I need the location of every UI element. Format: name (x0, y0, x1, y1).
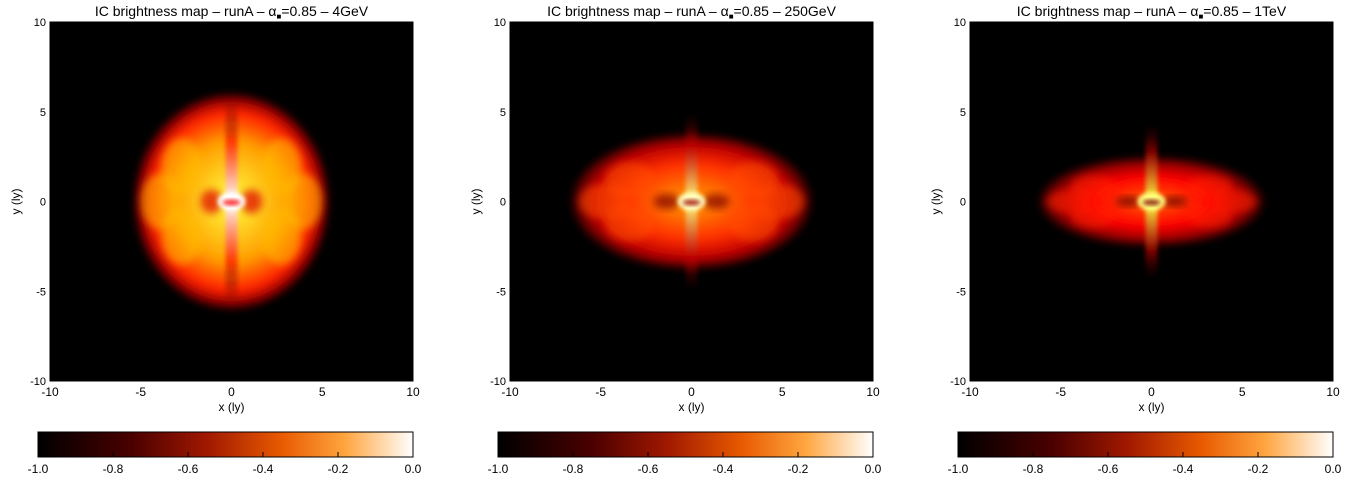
colorbar-tick-label: -1.0 (488, 462, 509, 476)
y-tick-label: 10 (954, 17, 966, 29)
y-tick-label: 5 (500, 107, 506, 119)
y-axis-label: y (ly) (469, 189, 483, 215)
panel-2: IC brightness map – runA – α■=0.85 – 250… (469, 3, 882, 476)
colorbar (37, 431, 414, 458)
nebula-pocket (1115, 196, 1141, 207)
y-tick-label: 5 (960, 107, 966, 119)
y-tick-label: -10 (30, 376, 46, 388)
colorbar-tick-label: -0.8 (563, 462, 584, 476)
nebula-pocket (200, 189, 223, 214)
colorbar-tick-label: 0.0 (405, 462, 422, 476)
y-tick-label: 5 (40, 107, 46, 119)
panel-title: IC brightness map – runA – α■=0.85 – 4Ge… (95, 3, 369, 21)
x-tick-label: -5 (135, 385, 146, 399)
nebula-pocket (1162, 196, 1188, 207)
nebula-pocket (702, 193, 730, 210)
x-tick-label: 10 (866, 385, 880, 399)
y-tick-label: 0 (960, 197, 966, 209)
x-tick-label: 0 (228, 385, 235, 399)
x-tick-label: -10 (501, 385, 519, 399)
x-tick-label: -10 (961, 385, 979, 399)
y-axis-label: y (ly) (9, 189, 23, 215)
colorbar-tick-label: 0.0 (1325, 462, 1342, 476)
colorbar-tick-label: -0.2 (328, 462, 349, 476)
colorbar-tick-label: -1.0 (948, 462, 969, 476)
x-tick-label: 10 (406, 385, 420, 399)
colorbar-tick-label: -0.8 (1023, 462, 1044, 476)
y-tick-label: 10 (34, 17, 46, 29)
y-tick-label: -10 (490, 376, 506, 388)
panel-1: IC brightness map – runA – α■=0.85 – 4Ge… (9, 3, 422, 476)
colorbar-tick-label: -0.8 (103, 462, 124, 476)
heatmap-image (1037, 118, 1266, 285)
colorbar-tick-label: -0.6 (1098, 462, 1119, 476)
x-axis-label: x (ly) (679, 400, 705, 414)
x-tick-label: -5 (1055, 385, 1066, 399)
y-tick-label: -5 (956, 286, 966, 298)
x-tick-label: 0 (688, 385, 695, 399)
nebula-lobe (282, 173, 323, 230)
colorbar (957, 431, 1334, 458)
x-axis-label: x (ly) (219, 400, 245, 414)
colorbar-tick-label: -0.4 (713, 462, 734, 476)
x-tick-label: 5 (1239, 385, 1246, 399)
nebula-lobe (1046, 189, 1093, 214)
colorbar-tick-label: -1.0 (28, 462, 49, 476)
colorbar-tick-label: -0.6 (638, 462, 659, 476)
x-tick-label: 0 (1148, 385, 1155, 399)
heatmap-image (569, 108, 814, 295)
colorbar-tick-label: -0.4 (253, 462, 274, 476)
core-ring (222, 199, 241, 206)
y-tick-label: 0 (500, 197, 506, 209)
colorbar-tick-label: -0.6 (178, 462, 199, 476)
panel-title: IC brightness map – runA – α■=0.85 – 250… (547, 3, 837, 21)
x-tick-label: -10 (41, 385, 59, 399)
x-tick-label: 5 (779, 385, 786, 399)
colorbar (497, 431, 874, 458)
colorbar-tick-label: -0.2 (788, 462, 809, 476)
nebula-pocket (653, 193, 681, 210)
x-tick-label: -5 (595, 385, 606, 399)
panel-title: IC brightness map – runA – α■=0.85 – 1Te… (1017, 3, 1287, 21)
colorbar-tick-label: -0.4 (1173, 462, 1194, 476)
y-tick-label: -5 (36, 286, 46, 298)
x-tick-label: 10 (1326, 385, 1340, 399)
x-tick-label: 5 (319, 385, 326, 399)
panel-3: IC brightness map – runA – α■=0.85 – 1Te… (929, 3, 1342, 476)
x-axis-label: x (ly) (1139, 400, 1165, 414)
colorbar-tick-label: 0.0 (865, 462, 882, 476)
nebula-lobe (754, 183, 805, 220)
y-tick-label: 10 (494, 17, 506, 29)
core-ring (1142, 199, 1161, 206)
core-ring (682, 199, 701, 206)
colorbar-tick-label: -0.2 (1248, 462, 1269, 476)
nebula-lobe (578, 183, 629, 220)
nebula-lobe (140, 173, 181, 230)
y-tick-label: 0 (40, 197, 46, 209)
nebula-lobe (1210, 189, 1257, 214)
y-tick-label: -10 (950, 376, 966, 388)
y-tick-label: -5 (496, 286, 506, 298)
heatmap-image (133, 92, 330, 311)
y-axis-label: y (ly) (929, 189, 943, 215)
nebula-pocket (240, 189, 263, 214)
